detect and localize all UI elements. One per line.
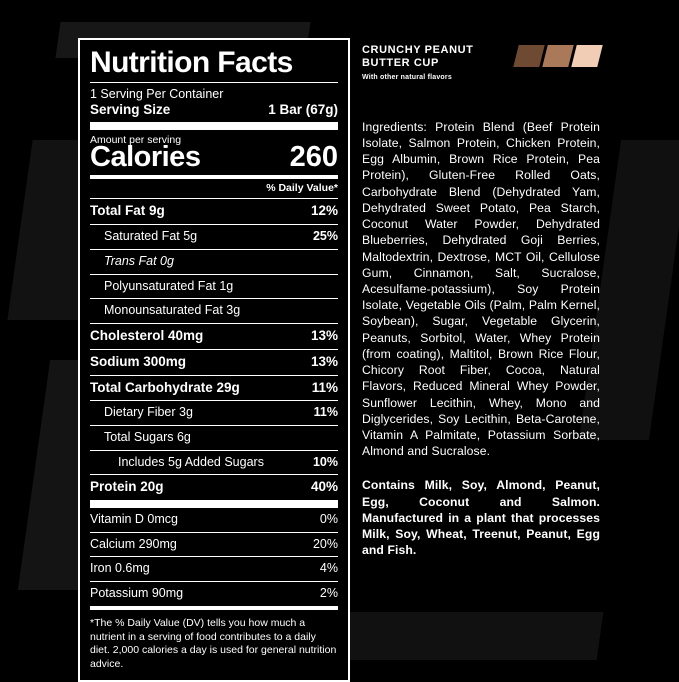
calories-value: 260: [289, 141, 338, 174]
color-swatches: [513, 45, 603, 67]
nutrient-label: Total Carbohydrate 29g: [90, 379, 240, 395]
nutrient-row: Cholesterol 40mg 13%: [90, 327, 338, 346]
nutrient-dv: 13%: [310, 353, 338, 369]
nutrient-label: Cholesterol 40mg: [90, 327, 204, 343]
nutrient-dv: 0%: [319, 512, 338, 527]
daily-value-header: % Daily Value*: [266, 182, 338, 195]
divider-thick: [90, 500, 338, 509]
calories-row: Calories 260: [90, 143, 338, 172]
divider-medium: [90, 605, 338, 610]
nutrient-dv: 20%: [312, 536, 338, 551]
nutrient-label: Iron 0.6mg: [90, 561, 150, 576]
nutrient-row: Monounsaturated Fat 3g: [90, 302, 338, 320]
nutrient-dv: 12%: [310, 203, 338, 219]
nutrient-row: Saturated Fat 5g 25%: [90, 228, 338, 246]
nutrient-dv: 2%: [319, 586, 338, 601]
servings-per-container: 1 Serving Per Container: [90, 86, 224, 101]
nutrient-row: Sodium 300mg 13%: [90, 353, 338, 372]
swatch-dark-icon: [513, 45, 545, 67]
divider: [90, 556, 338, 558]
nutrient-dv: 11%: [313, 405, 338, 420]
nutrient-row: Iron 0.6mg 4%: [90, 560, 338, 578]
nutrient-row: Dietary Fiber 3g 11%: [90, 404, 338, 422]
divider: [90, 531, 338, 533]
nutrient-label: Total Fat 9g: [90, 203, 165, 219]
nutrient-label: Trans Fat 0g: [104, 253, 174, 268]
divider: [90, 474, 338, 476]
nutrient-row: Total Sugars 6g: [90, 429, 338, 447]
nutrient-dv: 4%: [319, 561, 338, 576]
divider: [90, 581, 338, 583]
nutrient-row: Total Fat 9g 12%: [90, 202, 338, 221]
divider-thick: [90, 122, 338, 131]
flavor-name: CRUNCHY PEANUT BUTTER CUP: [362, 44, 474, 70]
nutrient-row: Vitamin D 0mcg 0%: [90, 511, 338, 529]
nutrient-row: Polyunsaturated Fat 1g: [90, 278, 338, 296]
nutrient-dv: 10%: [312, 454, 338, 469]
divider: [90, 348, 338, 350]
swatch-mid-icon: [542, 45, 574, 67]
divider: [90, 449, 338, 451]
nutrition-facts-panel: Nutrition Facts 1 Serving Per Container …: [78, 38, 350, 682]
ingredients-text: Ingredients: Protein Blend (Beef Protein…: [362, 119, 600, 459]
nutrient-dv: 11%: [311, 379, 338, 395]
serving-size-row: Serving Size 1 Bar (67g): [90, 101, 338, 120]
nutrition-facts-title: Nutrition Facts: [90, 46, 293, 79]
nutrient-row: Protein 20g 40%: [90, 478, 338, 497]
divider: [90, 374, 338, 376]
nutrient-row: Total Carbohydrate 29g 11%: [90, 379, 338, 398]
nutrient-label: Vitamin D 0mcg: [90, 512, 178, 527]
serving-size-value: 1 Bar (67g): [268, 101, 338, 117]
divider: [90, 298, 338, 300]
calories-label: Calories: [90, 141, 201, 174]
nutrient-dv: 25%: [312, 229, 338, 244]
nutrient-row: Includes 5g Added Sugars 10%: [90, 454, 338, 472]
divider: [90, 248, 338, 250]
divider: [90, 224, 338, 226]
divider: [90, 322, 338, 324]
divider: [90, 198, 338, 200]
serving-size-label: Serving Size: [90, 101, 171, 117]
divider: [90, 400, 338, 402]
nutrient-label: Dietary Fiber 3g: [104, 405, 193, 420]
daily-value-footnote: *The % Daily Value (DV) tells you how mu…: [90, 616, 337, 671]
flavor-header: CRUNCHY PEANUT BUTTER CUP With other nat…: [362, 44, 603, 81]
nutrient-label: Calcium 290mg: [90, 536, 177, 551]
nutrient-dv: 40%: [310, 479, 338, 495]
nutrient-label: Sodium 300mg: [90, 353, 187, 369]
nutrient-row: Trans Fat 0g: [90, 253, 338, 271]
nutrient-row: Potassium 90mg 2%: [90, 585, 338, 603]
nutrient-label: Includes 5g Added Sugars: [118, 454, 264, 469]
product-info-column: CRUNCHY PEANUT BUTTER CUP With other nat…: [362, 44, 603, 559]
nutrient-label: Total Sugars 6g: [104, 430, 191, 445]
swatch-light-icon: [571, 45, 603, 67]
flavor-text-block: CRUNCHY PEANUT BUTTER CUP With other nat…: [362, 44, 512, 81]
divider-medium: [90, 175, 338, 180]
divider: [90, 273, 338, 275]
amount-per-serving-label: Amount per serving: [90, 134, 182, 147]
allergen-statement: Contains Milk, Soy, Almond, Peanut, Egg,…: [362, 478, 600, 558]
divider: [90, 81, 338, 83]
nutrient-row: Calcium 290mg 20%: [90, 536, 338, 554]
nutrient-label: Polyunsaturated Fat 1g: [104, 278, 234, 293]
divider: [90, 425, 338, 427]
nutrient-label: Potassium 90mg: [90, 586, 184, 601]
flavor-subtitle: With other natural flavors: [362, 73, 452, 81]
nutrient-label: Monounsaturated Fat 3g: [104, 303, 241, 318]
nutrient-label: Saturated Fat 5g: [104, 229, 198, 244]
nutrient-label: Protein 20g: [90, 479, 164, 495]
nutrient-dv: 13%: [310, 327, 338, 343]
